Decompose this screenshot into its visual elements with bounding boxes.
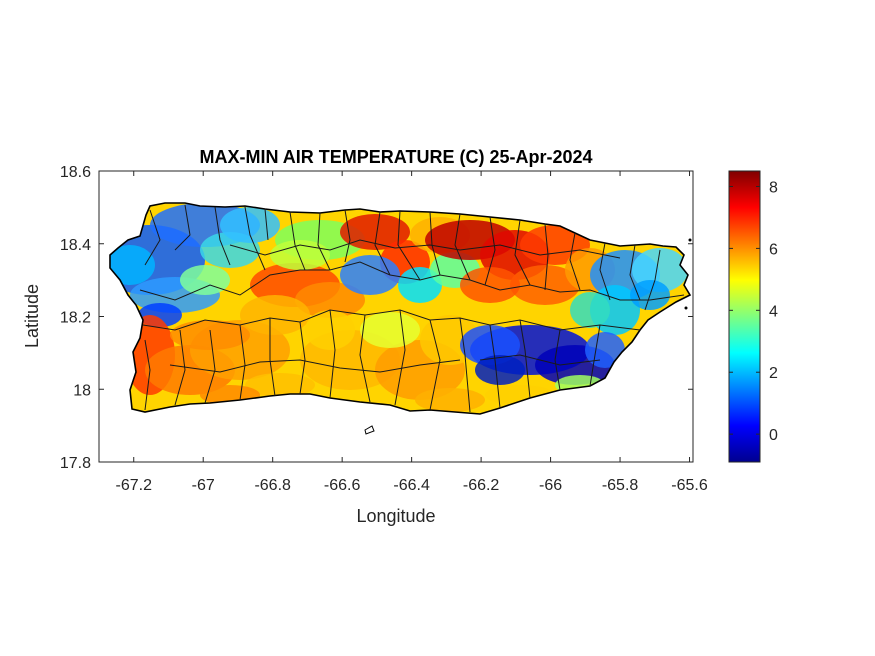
temperature-patch bbox=[240, 295, 310, 335]
y-tick-label: 18.4 bbox=[60, 237, 91, 254]
municipal-border bbox=[589, 324, 601, 387]
municipal-border bbox=[519, 319, 531, 399]
temperature-patch bbox=[245, 373, 315, 397]
municipal-border bbox=[174, 204, 191, 251]
temperature-patch bbox=[415, 388, 485, 412]
x-tick-label: -65.6 bbox=[671, 477, 708, 494]
temperature-patch bbox=[585, 332, 625, 368]
municipal-border bbox=[239, 324, 246, 401]
municipal-border bbox=[484, 216, 496, 286]
municipal-border bbox=[397, 210, 421, 281]
x-tick-label: -66 bbox=[539, 477, 562, 494]
x-tick-label: -67.2 bbox=[116, 477, 153, 494]
municipal-border bbox=[359, 314, 371, 403]
municipal-border bbox=[429, 319, 441, 411]
municipal-border bbox=[344, 209, 351, 263]
colorbar-tick-label: 6 bbox=[769, 241, 778, 258]
y-tick-label: 18.2 bbox=[60, 310, 91, 327]
municipal-border bbox=[289, 211, 306, 271]
colorbar-tick-label: 0 bbox=[769, 427, 778, 444]
municipal-border bbox=[489, 324, 501, 409]
temperature-patch bbox=[360, 312, 420, 348]
temperature-patch bbox=[475, 355, 525, 385]
temperature-patch bbox=[305, 310, 355, 350]
temperature-patch bbox=[570, 292, 610, 328]
municipal-border bbox=[269, 318, 276, 397]
municipal-border bbox=[174, 329, 186, 406]
municipal-border bbox=[144, 339, 151, 411]
y-tick-label: 18.6 bbox=[60, 164, 91, 181]
municipal-border bbox=[144, 209, 161, 266]
x-axis-label: Longitude bbox=[356, 506, 435, 526]
temperature-patch bbox=[398, 267, 442, 303]
islet bbox=[684, 306, 688, 310]
municipal-border bbox=[317, 212, 331, 271]
municipal-border bbox=[264, 208, 269, 241]
municipal-border bbox=[599, 242, 611, 301]
caja-de-muertos-islet bbox=[364, 425, 375, 435]
colorbar-tick-label: 2 bbox=[769, 365, 778, 382]
municipal-border bbox=[374, 211, 391, 276]
municipal-border bbox=[139, 261, 685, 301]
x-tick-label: -66.6 bbox=[324, 477, 361, 494]
municipal-border bbox=[329, 309, 336, 399]
municipal-border bbox=[394, 309, 406, 406]
colorbar-tick-label: 8 bbox=[769, 179, 778, 196]
x-axis: -67.2 -67 -66.8 -66.6 -66.4 -66.2 -66 -65.8 -65.… bbox=[116, 171, 708, 494]
y-tick-label: 17.8 bbox=[60, 455, 91, 472]
x-tick-label: -66.2 bbox=[463, 477, 500, 494]
x-tick-label: -66.4 bbox=[393, 477, 430, 494]
municipal-border bbox=[244, 206, 266, 271]
temperature-patch bbox=[460, 325, 520, 365]
y-axis: 18.6 18.4 18.2 18 17.8 bbox=[60, 164, 693, 472]
municipal-border bbox=[214, 206, 231, 266]
x-tick-label: -65.8 bbox=[602, 477, 639, 494]
temperature-patch bbox=[295, 282, 365, 318]
colorbar-tick-label: 4 bbox=[769, 303, 778, 320]
colorbar: 8 6 4 2 0 bbox=[728, 170, 778, 463]
municipal-border bbox=[229, 239, 621, 259]
map-title: MAX-MIN AIR TEMPERATURE (C) 25-Apr-2024 bbox=[199, 147, 592, 167]
municipal-border bbox=[629, 244, 641, 301]
municipal-border bbox=[569, 232, 581, 291]
municipal-border bbox=[299, 321, 306, 395]
colorbar-gradient bbox=[728, 170, 761, 463]
y-axis-label: Latitude bbox=[22, 284, 42, 348]
municipal-border bbox=[514, 219, 531, 286]
temperature-patch bbox=[110, 245, 155, 285]
municipal-border bbox=[169, 359, 461, 373]
x-tick-label: -66.8 bbox=[254, 477, 291, 494]
temperature-patch bbox=[220, 207, 280, 243]
islet bbox=[688, 238, 692, 242]
municipal-border bbox=[479, 354, 601, 366]
municipal-borders bbox=[139, 204, 685, 413]
y-tick-label: 18 bbox=[73, 382, 91, 399]
temperature-patch bbox=[460, 267, 520, 303]
temperature-patch bbox=[170, 320, 250, 350]
municipal-border bbox=[554, 329, 561, 391]
municipal-border bbox=[204, 329, 216, 404]
municipal-border bbox=[454, 213, 471, 281]
x-tick-label: -67 bbox=[192, 477, 215, 494]
municipal-border bbox=[459, 317, 471, 413]
municipal-border bbox=[142, 309, 641, 331]
municipal-border bbox=[544, 223, 549, 291]
temperature-patch bbox=[180, 265, 230, 295]
